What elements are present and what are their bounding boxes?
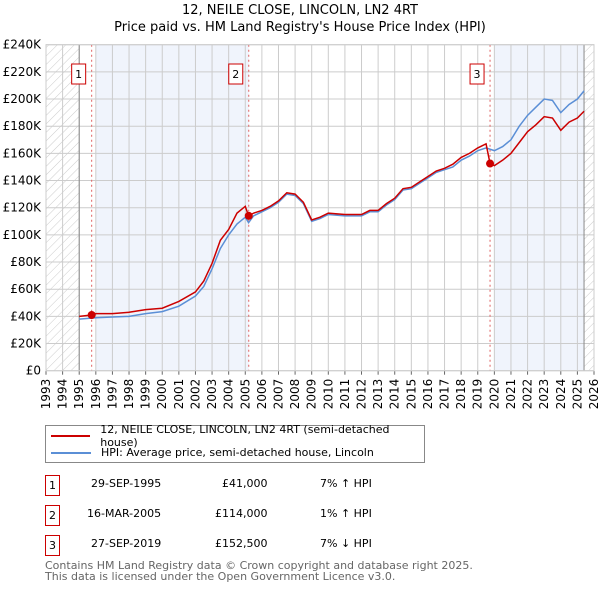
sale-marker-label: 2: [232, 68, 239, 81]
chart-subtitle: Price paid vs. HM Land Registry's House …: [114, 20, 486, 35]
sale-hpi-diff: 1% ↑ HPI: [320, 507, 372, 520]
sale-point: [87, 311, 96, 320]
x-tick-label: 2012: [355, 379, 369, 410]
sale-row: 3 27-SEP-2019 £152,500 7% ↓ HPI: [45, 535, 445, 556]
x-tick-label: 2008: [288, 379, 302, 410]
hpi-line: [79, 90, 585, 320]
sale-point: [486, 159, 495, 168]
chart-title: 12, NEILE CLOSE, LINCOLN, LN2 4RT: [182, 3, 418, 18]
x-tick-label: 2007: [271, 379, 285, 410]
y-tick-label: £180K: [3, 119, 43, 133]
x-tick-label: 2018: [454, 379, 468, 410]
footer: Contains HM Land Registry data © Crown c…: [45, 560, 473, 582]
y-tick-label: £80K: [10, 255, 42, 269]
x-tick-label: 2010: [321, 379, 335, 410]
footer-licence: This data is licensed under the Open Gov…: [45, 570, 396, 583]
x-tick-label: 2015: [404, 379, 418, 410]
x-tick-label: 2024: [554, 379, 568, 410]
y-tick-label: £200K: [3, 92, 43, 106]
x-tick-label: 2026: [587, 379, 600, 410]
legend: 12, NEILE CLOSE, LINCOLN, LN2 4RT (semi-…: [45, 423, 425, 463]
y-tick-label: £220K: [3, 65, 43, 79]
y-tick-label: £60K: [10, 282, 42, 296]
sale-marker-label: 3: [474, 68, 481, 81]
sale-price: £41,000: [222, 477, 268, 490]
legend-item-property: 12, NEILE CLOSE, LINCOLN, LN2 4RT (semi-…: [51, 423, 424, 449]
sale-row: 1 29-SEP-1995 £41,000 7% ↑ HPI: [45, 475, 445, 496]
y-tick-label: £20K: [10, 337, 42, 351]
plot-area: 1993 1994 1995 1996 1997 1998 1999 2000 2001 2002…: [3, 38, 600, 410]
x-tick-label: 2011: [338, 379, 352, 410]
footer-copyright: Contains HM Land Registry data © Crown c…: [45, 559, 473, 572]
x-tick-label: 1994: [56, 379, 70, 410]
x-tick-label: 2014: [388, 379, 402, 410]
legend-label: HPI: Average price, semi-detached house,…: [101, 446, 374, 459]
x-tick-label: 2000: [155, 379, 169, 410]
x-tick-label: 2017: [438, 379, 452, 410]
x-tick-label: 2022: [521, 379, 535, 410]
x-tick-label: 2023: [537, 379, 551, 410]
x-tick-label: 2025: [570, 379, 584, 410]
price-paid-line: [79, 110, 585, 318]
x-tick-label: 1998: [122, 379, 136, 410]
x-tick-label: 2005: [238, 379, 252, 410]
y-tick-label: £40K: [10, 309, 42, 323]
sale-point: [244, 211, 253, 220]
plot-border: [45, 44, 595, 372]
sale-marker-label: 2: [45, 505, 60, 526]
sale-hpi-diff: 7% ↑ HPI: [320, 477, 372, 490]
x-tick-label: 1997: [105, 379, 119, 410]
y-tick-label: £160K: [3, 146, 43, 160]
x-tick-label: 2003: [205, 379, 219, 410]
x-tick-label: 1995: [72, 379, 86, 410]
sale-marker-label: 1: [45, 475, 60, 496]
x-tick-label: 2016: [421, 379, 435, 410]
x-tick-label: 2009: [305, 379, 319, 410]
y-tick-label: £0: [26, 364, 41, 378]
y-tick-label: £100K: [3, 228, 43, 242]
y-tick-label: £140K: [3, 174, 43, 188]
sale-marker-box: [469, 63, 485, 85]
x-tick-label: 2002: [188, 379, 202, 410]
sale-date: 16-MAR-2005: [87, 507, 162, 520]
x-tick-label: 2021: [504, 379, 518, 410]
sale-hpi-diff: 7% ↓ HPI: [320, 537, 372, 550]
legend-item-hpi: HPI: Average price, semi-detached house,…: [51, 444, 374, 461]
x-tick-label: 2019: [471, 379, 485, 410]
legend-swatch-blue: [51, 451, 91, 454]
x-tick-label: 2001: [172, 379, 186, 410]
sale-marker-box: [228, 63, 244, 85]
sale-date: 29-SEP-1995: [91, 477, 162, 490]
y-tick-label: £120K: [3, 201, 43, 215]
legend-swatch-red: [51, 434, 91, 437]
sale-marker-box: [71, 63, 87, 85]
x-tick-label: 1999: [139, 379, 153, 410]
sale-price: £114,000: [215, 507, 268, 520]
sale-price: £152,500: [215, 537, 268, 550]
x-tick-label: 2004: [222, 379, 236, 410]
x-tick-label: 2006: [255, 379, 269, 410]
x-tick-label: 2013: [371, 379, 385, 410]
y-tick-label: £240K: [3, 38, 43, 52]
sale-row: 2 16-MAR-2005 £114,000 1% ↑ HPI: [45, 505, 445, 526]
sale-marker-label: 1: [75, 68, 82, 81]
x-tick-label: 1996: [89, 379, 103, 410]
x-tick-label: 2020: [487, 379, 501, 410]
sale-marker-label: 3: [45, 535, 60, 556]
legend-label: 12, NEILE CLOSE, LINCOLN, LN2 4RT (semi-…: [100, 422, 390, 449]
sale-date: 27-SEP-2019: [91, 537, 162, 550]
x-tick-label: 1993: [39, 379, 53, 410]
